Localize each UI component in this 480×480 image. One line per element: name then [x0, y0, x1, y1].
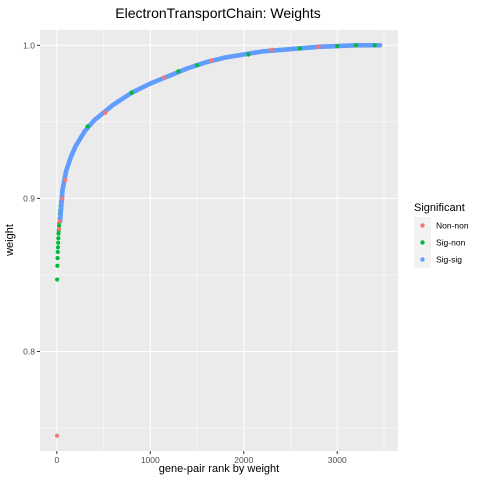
x-tick-label: 1000: [141, 455, 160, 465]
x-tick-label: 2000: [234, 455, 253, 465]
point-sig-non: [129, 90, 134, 95]
legend-swatch: [420, 223, 425, 228]
point-sig-non: [55, 263, 60, 268]
point-sig-non: [55, 245, 61, 250]
point-sig-non: [56, 240, 61, 245]
point-sig-non: [55, 249, 60, 255]
y-tick-label: 1.0: [23, 40, 35, 50]
point-non-non: [57, 219, 62, 224]
point-non-non: [56, 226, 61, 232]
point-non-non: [54, 433, 60, 438]
point-sig-non: [353, 43, 359, 48]
point-sig-non: [335, 43, 340, 49]
point-non-non: [60, 196, 65, 201]
legend: Significant Non-non Sig-non Sig-sig: [414, 202, 469, 268]
y-axis-label: weight: [4, 224, 16, 257]
legend-label: Non-non: [436, 221, 469, 231]
point-sig-non: [56, 231, 61, 236]
point-sig-non: [246, 52, 251, 57]
legend-swatch: [420, 240, 425, 245]
legend-title: Significant: [414, 202, 465, 214]
point-sig-non: [55, 277, 60, 282]
data-points: [54, 43, 383, 438]
x-tick-label: 3000: [328, 455, 347, 465]
point-sig-sig: [377, 43, 383, 48]
y-axis-ticks: 0.8 0.9 1.0: [23, 40, 40, 356]
point-non-non: [208, 58, 214, 63]
point-sig-non: [194, 63, 200, 68]
chart-title: ElectronTransportChain: Weights: [115, 5, 320, 21]
point-sig-non: [85, 124, 90, 129]
point-non-non: [316, 44, 321, 49]
plot-panel: [40, 30, 398, 451]
x-axis-ticks: 0 1000 2000 3000: [54, 451, 347, 465]
x-axis-label: gene-pair rank by weight: [159, 463, 279, 475]
point-sig-non: [56, 223, 62, 229]
point-sig-non: [297, 46, 302, 51]
point-sig-non: [56, 236, 61, 241]
point-non-non: [162, 75, 167, 80]
legend-swatch: [420, 257, 425, 262]
point-non-non: [269, 47, 274, 53]
minor-gridlines: [40, 30, 398, 451]
legend-label: Sig-non: [436, 238, 466, 248]
legend-label: Sig-sig: [436, 255, 462, 265]
x-tick-label: 0: [54, 455, 59, 465]
point-sig-non: [176, 69, 181, 74]
point-non-non: [63, 177, 68, 183]
point-sig-non: [55, 256, 60, 261]
point-sig-non: [372, 43, 377, 48]
point-non-non: [103, 110, 108, 115]
y-tick-label: 0.9: [23, 193, 35, 203]
y-tick-label: 0.8: [23, 346, 35, 356]
